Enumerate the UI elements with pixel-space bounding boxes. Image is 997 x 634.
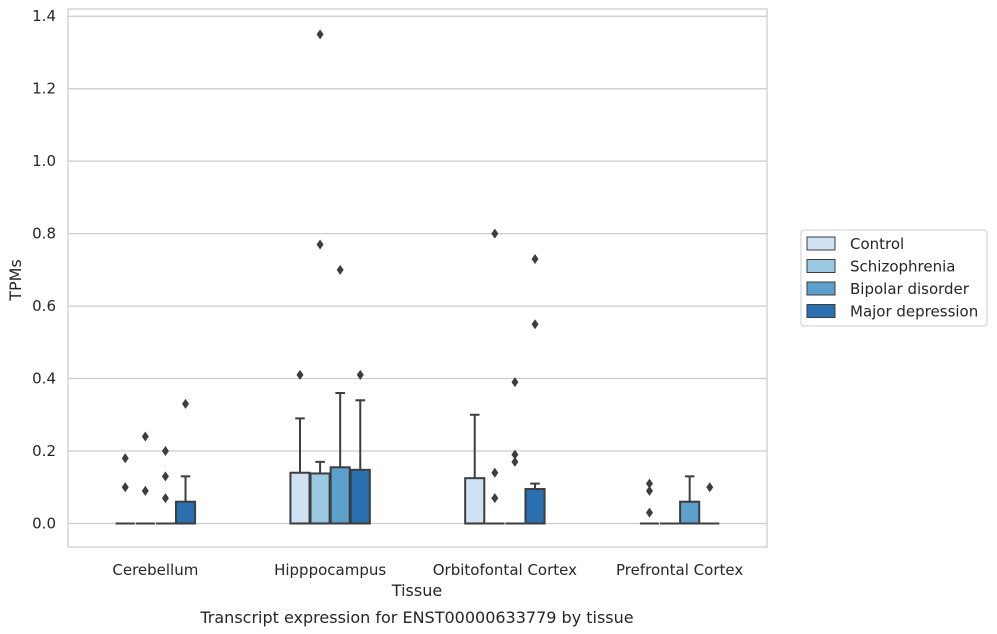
outlier-point xyxy=(491,493,499,504)
box-groups xyxy=(115,29,720,525)
box-body xyxy=(349,468,371,525)
outlier-point xyxy=(645,507,653,518)
outlier-point xyxy=(491,228,499,239)
box-schizophrenia-2 xyxy=(485,228,505,525)
y-tick-label: 0.4 xyxy=(32,370,56,388)
x-axis-title: Tissue xyxy=(391,581,442,600)
y-tick-labels: 0.0 0.2 0.4 0.6 0.8 1.0 1.2 1.4 xyxy=(32,7,56,532)
y-tick-label: 0.0 xyxy=(32,514,56,532)
legend: Control Schizophrenia Bipolar disorder Majo… xyxy=(800,229,988,327)
box-bipolar-disorder-0 xyxy=(155,445,175,525)
box-bipolar-disorder-3 xyxy=(679,475,701,525)
outlier-point xyxy=(356,369,364,380)
gridlines xyxy=(68,15,767,525)
legend-label: Bipolar disorder xyxy=(850,280,970,298)
outlier-point xyxy=(511,449,519,460)
y-tick-label: 0.6 xyxy=(32,297,56,315)
box-control-1 xyxy=(289,369,311,525)
y-tick-label: 1.4 xyxy=(32,7,56,25)
outlier-point xyxy=(121,453,129,464)
box-schizophrenia-1 xyxy=(309,29,331,525)
outlier-point xyxy=(121,482,129,493)
box-body xyxy=(309,472,331,525)
outlier-point xyxy=(531,253,539,264)
outlier-point xyxy=(706,482,714,493)
legend-swatch xyxy=(806,281,836,296)
outlier-point xyxy=(141,431,149,442)
box-major-depression-3 xyxy=(700,482,720,525)
x-tick-label: Orbitofontal Cortex xyxy=(433,561,577,579)
legend-swatch xyxy=(806,304,836,318)
outlier-point xyxy=(511,456,519,467)
box-schizophrenia-0 xyxy=(135,431,155,525)
outlier-point xyxy=(141,485,149,496)
x-tick-label: Prefrontal Cortex xyxy=(616,561,743,579)
legend-label: Control xyxy=(850,235,904,253)
box-body xyxy=(679,500,701,525)
box-control-2 xyxy=(464,413,486,525)
legend-label: Schizophrenia xyxy=(850,258,955,276)
x-tick-labels: Cerebellum Hipppocampus Orbitofontal Corte… xyxy=(112,561,743,579)
figure-caption: Transcript expression for ENST0000063377… xyxy=(199,608,633,627)
box-control-0 xyxy=(115,453,135,525)
outlier-point xyxy=(645,485,653,496)
outlier-point xyxy=(645,478,653,489)
outlier-point xyxy=(511,377,519,388)
box-bipolar-disorder-2 xyxy=(505,377,525,525)
box-bipolar-disorder-1 xyxy=(329,264,351,525)
box-body xyxy=(464,477,486,525)
y-tick-label: 0.2 xyxy=(32,442,56,460)
plot-frame xyxy=(67,8,768,548)
box-body xyxy=(524,488,546,525)
box-major-depression-2 xyxy=(524,253,546,525)
y-axis-title: TPMs xyxy=(6,259,25,302)
outlier-point xyxy=(161,471,169,482)
outlier-point xyxy=(336,264,344,275)
outlier-point xyxy=(316,239,324,250)
outlier-point xyxy=(316,29,324,40)
legend-label: Major depression xyxy=(850,303,978,321)
box-body xyxy=(174,500,197,525)
outlier-point xyxy=(531,319,539,330)
legend-swatch xyxy=(806,259,836,273)
outlier-point xyxy=(182,398,190,409)
outlier-point xyxy=(161,445,169,456)
box-body xyxy=(329,466,351,525)
box-control-3 xyxy=(639,478,660,525)
y-tick-label: 0.8 xyxy=(32,225,56,243)
box-major-depression-1 xyxy=(349,369,371,525)
legend-swatch xyxy=(806,236,836,251)
x-tick-label: Cerebellum xyxy=(112,561,198,579)
outlier-point xyxy=(161,493,169,504)
box-body xyxy=(289,471,311,525)
box-major-depression-0 xyxy=(174,398,197,525)
outlier-point xyxy=(491,467,499,478)
y-tick-label: 1.0 xyxy=(32,152,56,170)
y-tick-label: 1.2 xyxy=(32,80,56,98)
outlier-point xyxy=(296,369,304,380)
x-tick-label: Hipppocampus xyxy=(274,561,386,579)
legend-frame xyxy=(800,229,988,327)
